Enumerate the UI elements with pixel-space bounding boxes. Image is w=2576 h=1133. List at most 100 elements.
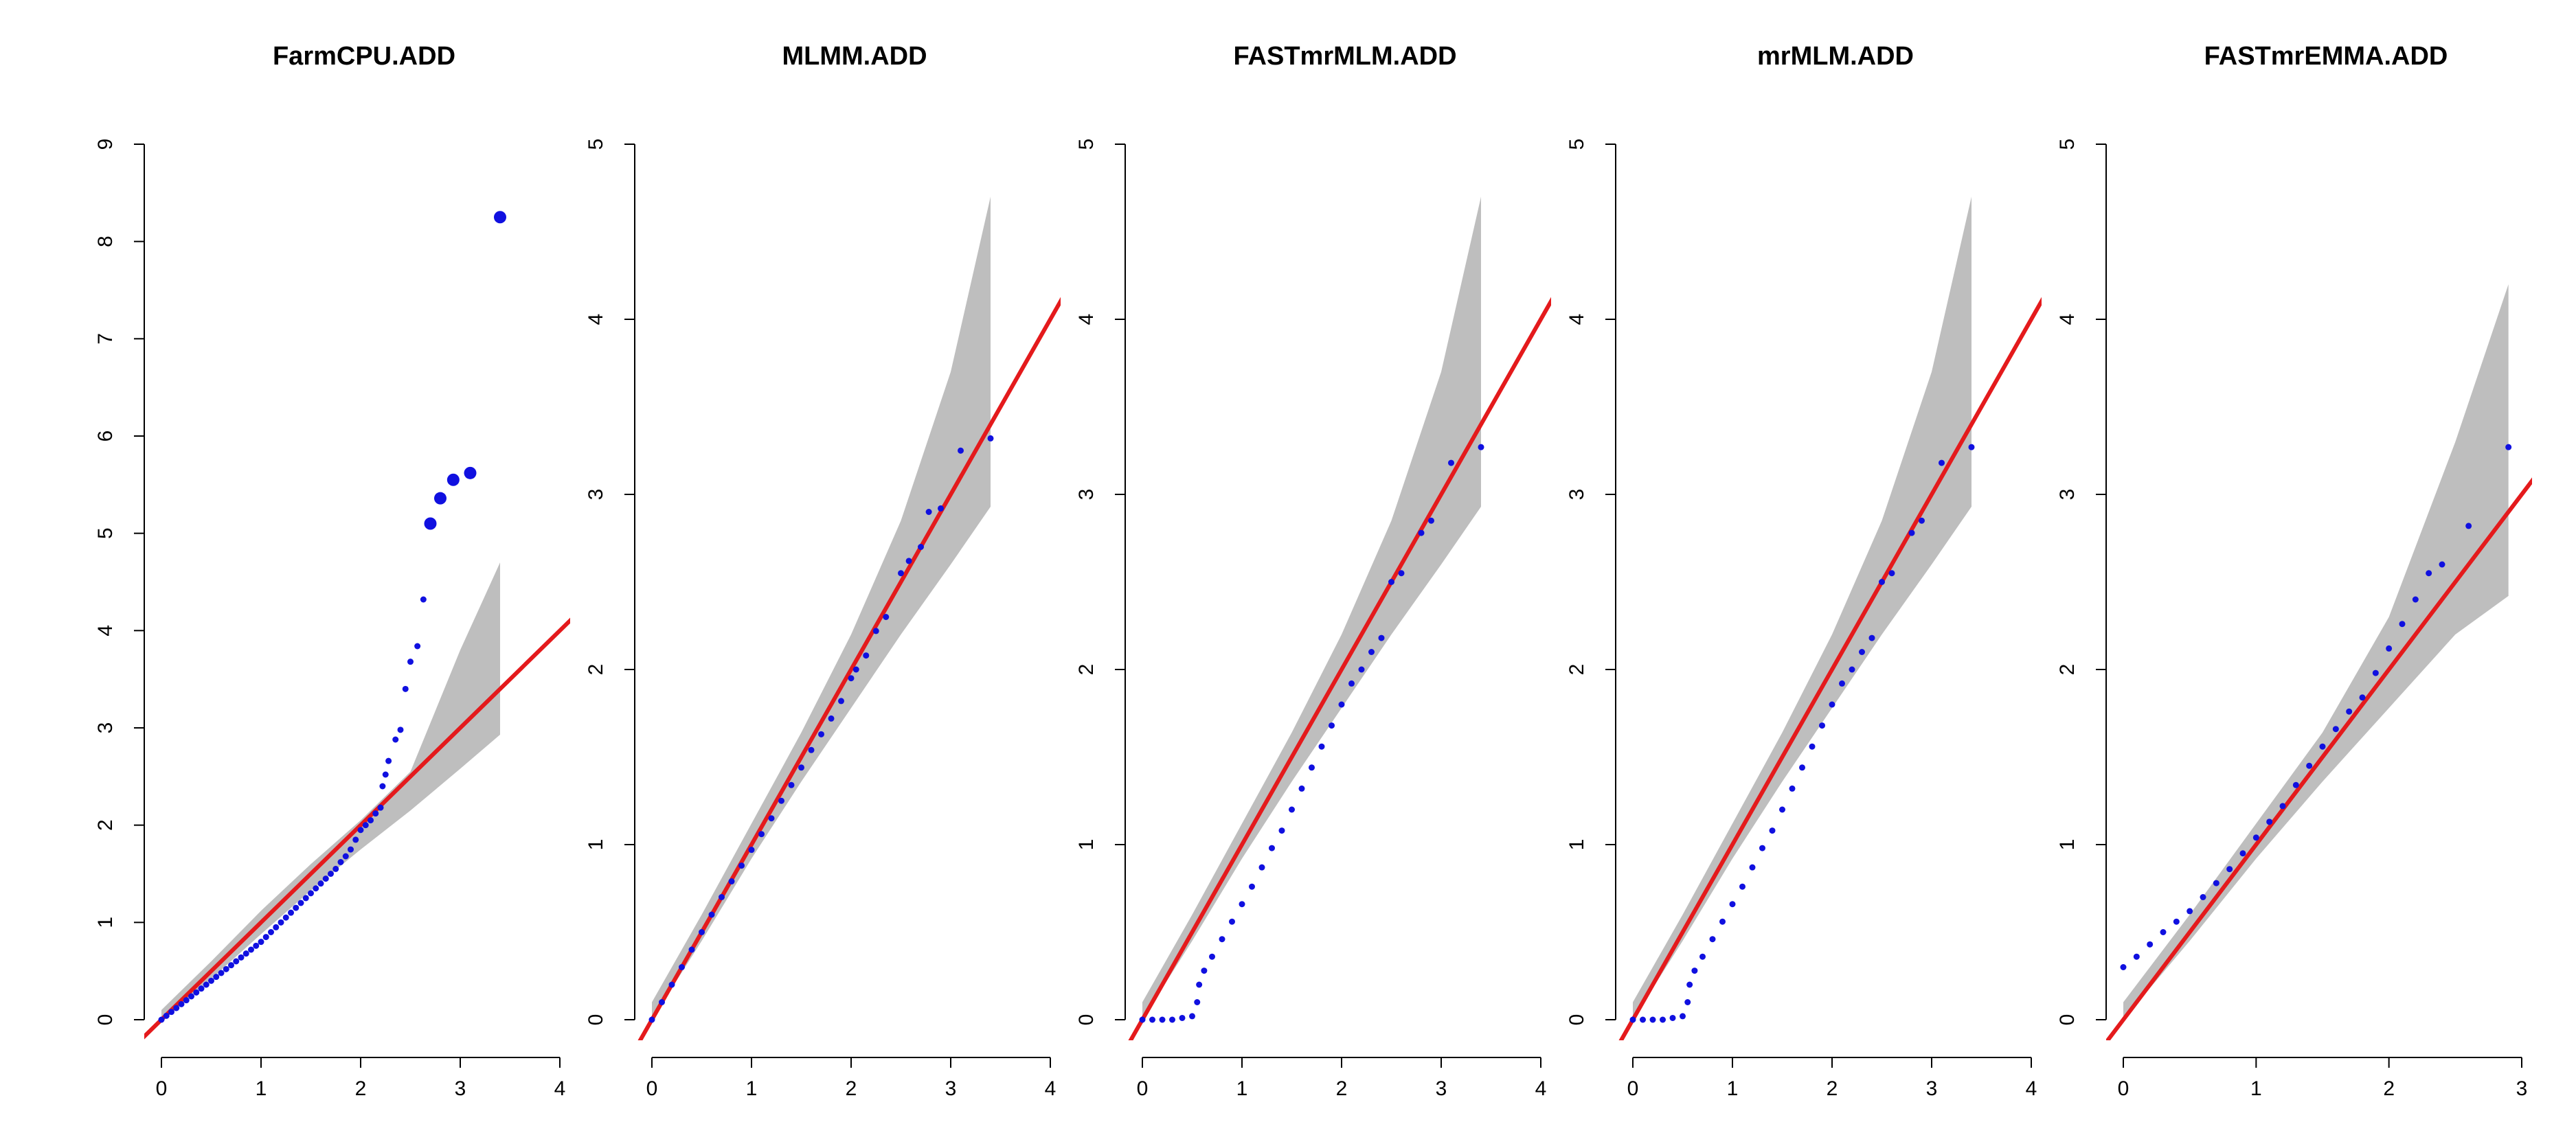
data-point — [268, 929, 274, 935]
data-point — [233, 958, 240, 965]
y-tick-label: 4 — [94, 625, 117, 637]
data-point — [203, 981, 210, 988]
data-point — [424, 517, 437, 530]
y-tick-label: 1 — [2056, 839, 2079, 851]
y-tick-label: 1 — [1566, 839, 1588, 851]
data-point — [407, 659, 414, 665]
y-tick-label: 3 — [94, 722, 117, 734]
x-tick-label: 1 — [256, 1077, 267, 1100]
data-point — [317, 880, 324, 887]
reference-line — [2106, 477, 2532, 1040]
data-point — [228, 962, 234, 969]
y-tick-label: 5 — [1566, 139, 1588, 150]
data-point — [1684, 999, 1691, 1005]
data-point — [938, 505, 944, 512]
x-tick-label: 0 — [1627, 1077, 1639, 1100]
data-point — [1298, 785, 1305, 792]
data-point — [1829, 701, 1835, 708]
data-point — [357, 827, 364, 834]
data-point — [1669, 1014, 1676, 1021]
data-point — [1879, 579, 1885, 585]
data-point — [242, 950, 249, 957]
x-tick-label: 3 — [455, 1077, 466, 1100]
data-point — [337, 859, 344, 865]
confidence-band — [652, 196, 991, 1020]
data-point — [1269, 845, 1275, 851]
data-point — [238, 954, 245, 961]
data-point — [1749, 864, 1756, 871]
data-point — [1169, 1016, 1175, 1023]
data-point — [262, 934, 269, 941]
data-point — [863, 652, 870, 659]
data-point — [464, 466, 477, 479]
data-point — [1686, 981, 1693, 988]
data-point — [2346, 708, 2353, 715]
data-point — [1278, 827, 1285, 834]
x-tick-label: 2 — [355, 1077, 367, 1100]
data-point — [2292, 781, 2299, 788]
data-point — [494, 211, 506, 224]
qq-panel-3: 0 1 2 3 4 0 1 2 3 4 5 FASTmrMLM.ADD — [1075, 42, 1551, 1100]
qq-panel-1: 0 1 2 3 4 0 1 2 3 4 5 6 7 8 9 FarmCPU.ADD — [94, 42, 570, 1100]
data-point — [1289, 806, 1295, 813]
data-point — [1239, 901, 1245, 908]
data-point — [1839, 680, 1845, 687]
data-point — [1908, 529, 1915, 536]
data-point — [1478, 444, 1484, 450]
data-point — [1799, 764, 1805, 771]
reference-line — [1128, 297, 1551, 1040]
data-point — [728, 878, 735, 885]
data-point — [1968, 444, 1975, 450]
data-point — [2213, 880, 2219, 886]
data-point — [377, 804, 384, 811]
panel-title: FarmCPU.ADD — [273, 42, 455, 71]
qq-panel-2: 0 1 2 3 4 0 1 2 3 4 5 MLMM.ADD — [585, 42, 1061, 1100]
data-point — [385, 757, 392, 764]
data-point — [872, 628, 879, 634]
data-point — [2332, 726, 2339, 733]
confidence-band — [2123, 284, 2509, 1020]
data-point — [297, 900, 304, 906]
data-point — [379, 783, 386, 790]
y-tick-label: 5 — [2056, 139, 2079, 150]
data-point — [1159, 1016, 1166, 1023]
data-point — [173, 1005, 180, 1011]
data-point — [2147, 941, 2154, 948]
data-point — [1388, 579, 1394, 585]
x-tick-label: 0 — [646, 1077, 658, 1100]
confidence-band — [1142, 196, 1481, 1020]
data-point — [2319, 743, 2326, 750]
panel-title: MLMM.ADD — [782, 42, 927, 71]
y-tick-label: 8 — [94, 236, 117, 247]
y-tick-label: 4 — [1566, 314, 1588, 325]
data-point — [2173, 918, 2180, 925]
data-point — [1368, 649, 1375, 655]
y-tick-label: 2 — [1566, 664, 1588, 676]
data-point — [372, 810, 379, 817]
data-point — [1418, 529, 1425, 536]
data-point — [278, 919, 284, 926]
data-point — [688, 946, 695, 953]
data-point — [258, 939, 264, 946]
data-point — [434, 492, 447, 505]
data-point — [2226, 866, 2233, 873]
data-point — [788, 781, 795, 788]
data-point — [1428, 517, 1434, 524]
x-tick-label: 4 — [1535, 1077, 1547, 1100]
data-point — [2306, 762, 2313, 769]
data-point — [392, 736, 399, 743]
data-point — [2412, 596, 2419, 603]
y-tick-label: 0 — [2056, 1014, 2079, 1026]
y-tick-label: 5 — [585, 139, 607, 150]
data-point — [2120, 964, 2127, 970]
data-point — [1398, 570, 1405, 577]
x-tick-label: 4 — [554, 1077, 566, 1100]
data-point — [679, 964, 685, 970]
y-tick-label: 0 — [585, 1014, 607, 1026]
data-point — [1318, 743, 1325, 750]
y-tick-label: 3 — [1566, 489, 1588, 501]
data-point — [958, 447, 964, 454]
qq-panel-4: 0 1 2 3 4 0 1 2 3 4 5 mrMLM.ADD — [1566, 42, 2042, 1100]
data-point — [248, 946, 254, 953]
